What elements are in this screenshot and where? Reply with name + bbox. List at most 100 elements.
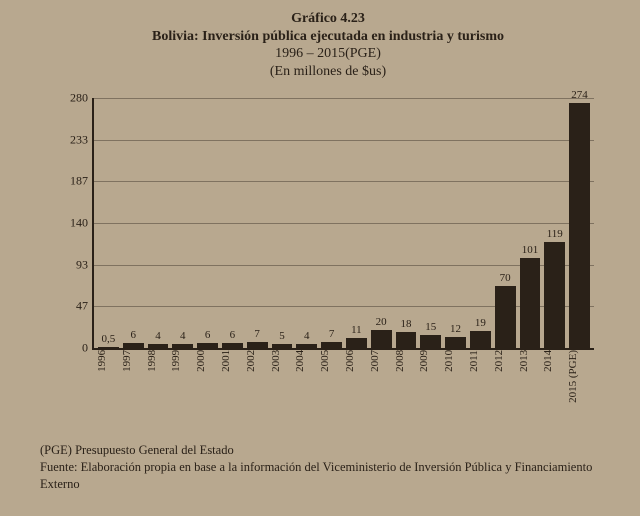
bar-value-label: 119 xyxy=(547,228,563,240)
bar xyxy=(98,347,119,348)
bars-container: 0,564466754711201815121970101119274 xyxy=(94,98,594,348)
bar-value-label: 18 xyxy=(400,318,411,330)
y-tick-label: 93 xyxy=(40,257,88,272)
bar-value-label: 11 xyxy=(351,324,362,336)
bar-value-label: 4 xyxy=(155,330,161,342)
bar-column: 4 xyxy=(172,330,193,348)
x-tick-label: 2010 xyxy=(443,350,464,403)
footnote-source: Fuente: Elaboración propia en base a la … xyxy=(40,459,616,493)
bar-column: 6 xyxy=(197,329,218,348)
y-tick-label: 187 xyxy=(40,174,88,189)
bar-value-label: 4 xyxy=(304,330,310,342)
bar xyxy=(520,258,541,348)
bar xyxy=(172,344,193,348)
x-tick-label: 2008 xyxy=(394,350,415,403)
y-tick-label: 140 xyxy=(40,216,88,231)
y-tick-label: 47 xyxy=(40,299,88,314)
bar xyxy=(470,331,491,348)
bar-value-label: 6 xyxy=(230,329,236,341)
plot-area: 0,564466754711201815121970101119274 xyxy=(92,98,594,350)
bar xyxy=(371,330,392,348)
bar-value-label: 5 xyxy=(279,330,285,342)
bar-column: 7 xyxy=(321,328,342,348)
y-tick-label: 280 xyxy=(40,91,88,106)
bar-column: 12 xyxy=(445,323,466,348)
bar xyxy=(272,344,293,348)
bar-value-label: 70 xyxy=(500,272,511,284)
x-tick-label: 2002 xyxy=(245,350,266,403)
x-tick-label: 2005 xyxy=(319,350,340,403)
x-tick-label: 2006 xyxy=(344,350,365,403)
bar-column: 70 xyxy=(495,272,516,349)
bar xyxy=(346,338,367,348)
bar-column: 7 xyxy=(247,328,268,348)
x-tick-label: 2015 (PGE) xyxy=(567,350,588,403)
bar-value-label: 6 xyxy=(130,329,136,341)
bar-value-label: 6 xyxy=(205,329,211,341)
x-axis-labels: 1996199719981999200020012002200320042005… xyxy=(92,350,592,403)
bar-value-label: 7 xyxy=(329,328,335,340)
x-tick-label: 1999 xyxy=(170,350,191,403)
x-tick-label: 2001 xyxy=(220,350,241,403)
bar-value-label: 101 xyxy=(522,244,539,256)
bar xyxy=(544,242,565,348)
bar-column: 101 xyxy=(520,244,541,348)
y-tick-label: 233 xyxy=(40,132,88,147)
bar xyxy=(445,337,466,348)
bar-column: 4 xyxy=(148,330,169,348)
chart-title: Bolivia: Inversión pública ejecutada en … xyxy=(40,28,616,46)
bar-column: 15 xyxy=(420,321,441,348)
bar-column: 20 xyxy=(371,316,392,348)
bar xyxy=(495,286,516,349)
bar-column: 19 xyxy=(470,317,491,348)
bar-value-label: 7 xyxy=(254,328,260,340)
bar-value-label: 15 xyxy=(425,321,436,333)
bar-column: 6 xyxy=(123,329,144,348)
bar xyxy=(296,344,317,348)
bar-value-label: 4 xyxy=(180,330,186,342)
bar xyxy=(396,332,417,348)
bar xyxy=(123,343,144,348)
x-tick-label: 2004 xyxy=(294,350,315,403)
chart: 04793140187233280 0,56446675471120181512… xyxy=(40,90,600,400)
bar xyxy=(197,343,218,348)
chart-period: 1996 – 2015(PGE) xyxy=(40,45,616,63)
bar xyxy=(247,342,268,348)
bar-column: 0,5 xyxy=(98,333,119,348)
x-tick-label: 2007 xyxy=(369,350,390,403)
chart-header: Gráfico 4.23 Bolivia: Inversión pública … xyxy=(40,10,616,80)
bar xyxy=(321,342,342,348)
x-tick-label: 2000 xyxy=(195,350,216,403)
chart-unit: (En millones de $us) xyxy=(40,63,616,81)
bar-column: 4 xyxy=(296,330,317,348)
x-tick-label: 2012 xyxy=(493,350,514,403)
bar-column: 119 xyxy=(544,228,565,348)
x-tick-label: 1997 xyxy=(121,350,142,403)
bar-column: 11 xyxy=(346,324,367,348)
x-tick-label: 2011 xyxy=(468,350,489,403)
bar xyxy=(420,335,441,348)
x-tick-label: 2014 xyxy=(542,350,563,403)
x-tick-label: 2013 xyxy=(518,350,539,403)
x-tick-label: 1998 xyxy=(146,350,167,403)
graph-number: Gráfico 4.23 xyxy=(40,10,616,28)
bar-column: 6 xyxy=(222,329,243,348)
bar-value-label: 274 xyxy=(571,89,588,101)
page: Gráfico 4.23 Bolivia: Inversión pública … xyxy=(0,0,640,516)
bar-value-label: 0,5 xyxy=(102,333,116,345)
bar-value-label: 20 xyxy=(376,316,387,328)
bar-column: 18 xyxy=(396,318,417,348)
bar-value-label: 19 xyxy=(475,317,486,329)
bar-value-label: 12 xyxy=(450,323,461,335)
chart-footer: (PGE) Presupuesto General del Estado Fue… xyxy=(40,442,616,493)
bar xyxy=(222,343,243,348)
y-tick-label: 0 xyxy=(40,341,88,356)
bar-column: 274 xyxy=(569,89,590,348)
bar xyxy=(148,344,169,348)
x-tick-label: 1996 xyxy=(96,350,117,403)
bar-column: 5 xyxy=(272,330,293,348)
x-tick-label: 2009 xyxy=(418,350,439,403)
bar xyxy=(569,103,590,348)
x-tick-label: 2003 xyxy=(270,350,291,403)
footnote-pge: (PGE) Presupuesto General del Estado xyxy=(40,442,616,459)
